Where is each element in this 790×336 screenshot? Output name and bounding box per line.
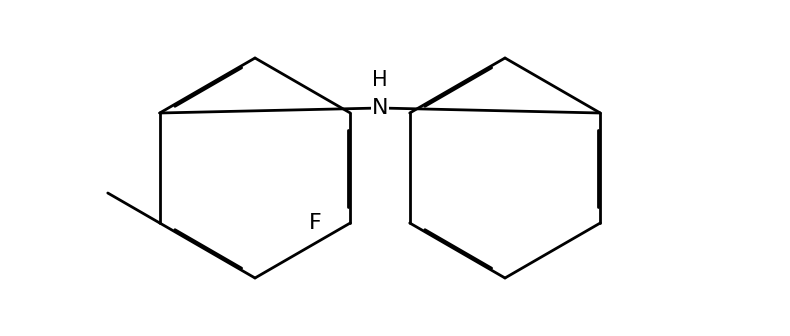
Text: N: N — [372, 98, 388, 118]
Text: F: F — [309, 213, 322, 233]
Text: H: H — [372, 70, 388, 90]
